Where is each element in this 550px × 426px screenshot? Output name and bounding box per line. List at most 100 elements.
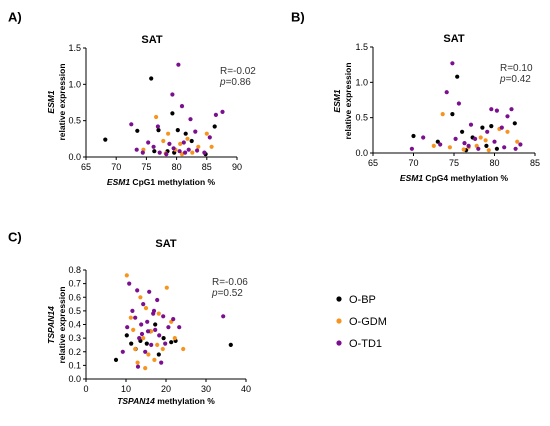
data-point (125, 325, 130, 330)
y-tick-label: 0.5 (68, 116, 81, 126)
y-tick-label: 1.0 (355, 77, 368, 87)
data-point (202, 150, 207, 155)
series-o-gdm (141, 114, 214, 157)
x-tick-label: 65 (368, 158, 378, 168)
data-point (141, 302, 146, 307)
data-point (156, 352, 161, 357)
data-point (166, 325, 171, 330)
data-point (155, 124, 160, 129)
x-tick-label: 70 (408, 158, 418, 168)
data-point (492, 139, 497, 144)
data-point (421, 135, 426, 140)
legend-marker (336, 318, 342, 324)
data-point (176, 62, 181, 67)
data-point (489, 107, 494, 112)
series-o-gdm (124, 273, 186, 371)
data-point (152, 357, 157, 362)
data-point (438, 142, 443, 147)
data-point (175, 128, 180, 133)
data-point (103, 137, 108, 142)
data-point (151, 144, 156, 149)
data-point (411, 133, 416, 139)
data-point (209, 144, 214, 149)
data-point (143, 366, 148, 371)
data-point (160, 346, 165, 352)
legend-marker (336, 340, 342, 346)
y-tick-label: 0.0 (355, 148, 368, 158)
data-point (178, 141, 183, 146)
data-point (149, 76, 154, 81)
data-point (486, 148, 491, 153)
y-axis-label: TSPAN14 relative expression (46, 286, 67, 363)
stat-r: R=0.10 (500, 63, 533, 74)
data-point (494, 108, 499, 113)
data-point (146, 140, 151, 145)
panel-2: B) SAT 65 70 75 80 85 0.0 0.5 1.0 1.5 ESM1 CpG4 met… (291, 10, 540, 183)
data-point (204, 131, 209, 136)
data-point (157, 150, 162, 155)
data-point (141, 336, 146, 341)
data-point (152, 149, 157, 154)
y-tick-label: 0.1 (68, 360, 81, 370)
chart-title: SAT (443, 33, 464, 45)
data-point (473, 136, 478, 141)
stat-p: p=0.42 (499, 74, 531, 85)
x-tick-label: 80 (489, 158, 499, 168)
series-o-td1 (129, 62, 225, 157)
data-point (143, 349, 148, 354)
data-point (166, 131, 171, 136)
y-axis-label-gene: ESM1 (46, 90, 56, 113)
data-point (181, 346, 186, 352)
panel-label: C) (8, 230, 22, 245)
data-point (145, 329, 151, 334)
y-tick-label: 1.0 (68, 79, 81, 89)
data-point (124, 333, 129, 338)
data-point (518, 142, 523, 147)
data-point (135, 128, 140, 133)
legend-label: O-BP (349, 294, 376, 306)
series-o-gdm (431, 112, 520, 153)
data-point (179, 104, 185, 109)
x-axis-label-text: CpG4 methylation % (423, 173, 508, 183)
data-point (138, 295, 143, 300)
x-tick-label: 40 (241, 384, 251, 394)
data-point (220, 109, 225, 114)
data-point (151, 308, 157, 313)
data-point (188, 117, 193, 122)
data-point (170, 92, 175, 97)
data-point (156, 128, 161, 133)
x-axis-label: ESM1 CpG4 methylation % (400, 173, 509, 183)
data-point (189, 138, 194, 144)
data-point (499, 125, 504, 130)
x-tick-label: 90 (232, 162, 242, 172)
x-tick-label: 65 (81, 162, 91, 172)
data-point (177, 325, 182, 330)
data-point (171, 317, 176, 322)
data-point (185, 136, 190, 141)
x-axis-label-text: methylation % (155, 396, 215, 406)
data-point (139, 322, 144, 327)
data-point (170, 111, 175, 116)
data-point (124, 273, 129, 278)
data-point (149, 329, 154, 334)
data-point (139, 331, 145, 337)
data-point (453, 136, 458, 141)
data-point (171, 146, 176, 151)
data-point (512, 121, 517, 126)
data-point (440, 112, 445, 117)
data-point (485, 129, 490, 134)
data-point (444, 90, 449, 95)
data-point (127, 281, 132, 286)
data-point (149, 342, 154, 347)
y-tick-label: 0.6 (68, 292, 81, 302)
data-point (129, 122, 134, 127)
y-axis-label: ESM1 relative expression (332, 62, 353, 139)
stat-p-symbol: p (219, 77, 226, 88)
data-point (133, 315, 138, 320)
data-point (196, 144, 201, 149)
data-point (140, 150, 145, 155)
x-tick-label: 10 (121, 384, 131, 394)
y-tick-label: 0.0 (68, 152, 81, 162)
y-axis-label-text: relative expression (57, 286, 67, 363)
